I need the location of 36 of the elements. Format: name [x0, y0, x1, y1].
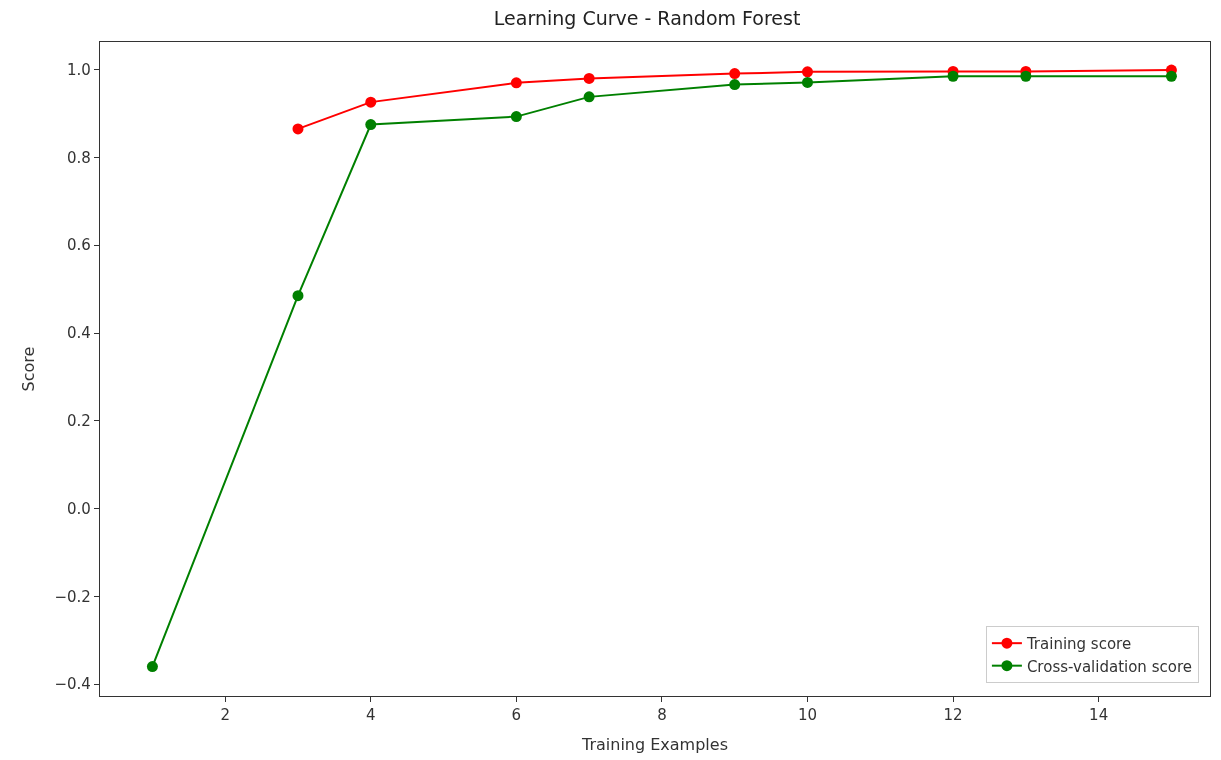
- x-axis-title: Training Examples: [581, 734, 728, 754]
- point: [146, 661, 158, 673]
- x-tick-label: 12: [943, 706, 963, 725]
- point: [292, 290, 304, 302]
- point: [729, 68, 741, 80]
- point: [801, 76, 813, 88]
- point: [365, 119, 377, 131]
- y-tick-label: 1.0: [67, 60, 91, 79]
- x-tick-label: 10: [797, 706, 818, 725]
- chart-title: Learning Curve - Random Forest: [493, 6, 801, 29]
- point: [1165, 70, 1177, 82]
- y-tick-label: 0.6: [67, 236, 91, 255]
- x-tick-label: 2: [220, 706, 230, 725]
- point: [510, 111, 522, 123]
- x-tick-label: 14: [1089, 706, 1109, 725]
- legend-label: Training score: [1025, 635, 1132, 654]
- point: [1020, 70, 1032, 82]
- y-axis-title: Score: [19, 346, 39, 392]
- point: [510, 77, 522, 89]
- x-tick-label: 4: [366, 706, 376, 725]
- point: [801, 66, 813, 78]
- legend-label: Cross-validation score: [1026, 657, 1192, 676]
- y-tick-label: 0.0: [67, 499, 91, 518]
- x-tick-label: 8: [657, 706, 667, 725]
- y-tick-label: 0.8: [67, 148, 91, 167]
- point: [292, 123, 304, 135]
- y-tick-label: 0.2: [67, 412, 91, 431]
- point: [729, 79, 741, 91]
- point: [947, 70, 959, 82]
- point: [583, 72, 595, 84]
- y-tick-label: −0.4: [54, 675, 91, 694]
- x-tick-label: 6: [511, 706, 522, 725]
- y-tick-label: −0.2: [54, 587, 91, 606]
- point: [365, 96, 377, 108]
- point: [583, 91, 595, 103]
- y-tick-label: 0.4: [67, 324, 91, 343]
